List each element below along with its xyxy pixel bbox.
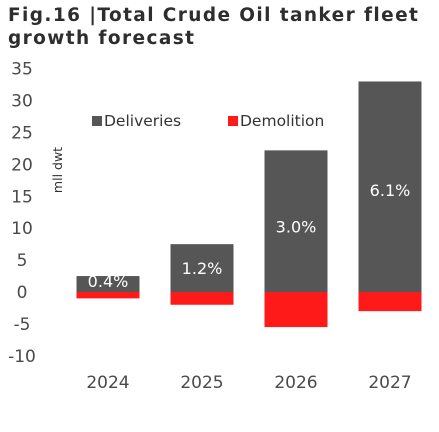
y-tick-label: 5 [17,251,28,271]
legend-label-demolition: Demolition [240,112,324,130]
bar-deliveries-2024 [76,276,140,292]
legend-swatch-demolition [228,116,238,126]
x-tick-label: 2027 [368,373,411,393]
bar-deliveries-2027 [358,81,422,293]
bars [76,81,422,328]
y-tick-label: 10 [11,219,33,239]
bar-demolition-2027 [358,292,422,312]
y-tick-label: 25 [11,124,33,144]
x-tick-label: 2024 [86,373,129,393]
y-tick-label: -5 [14,315,31,335]
bar-data-label: 6.1% [370,181,411,200]
bar-deliveries-2025 [170,244,234,292]
bar-data-label: 0.4% [88,272,129,291]
x-tick-label: 2026 [274,373,317,393]
legend: Deliveries Demolition [92,112,324,130]
y-tick-label: 20 [11,155,33,175]
y-axis-label: mll dwt [50,147,65,193]
legend-swatch-deliveries [92,116,102,126]
x-axis-ticks: 2024 2025 2026 2027 [86,373,411,393]
chart-title-line-1: Fig.16 |Total Crude Oil tanker fleet [8,5,420,26]
y-tick-label: 0 [17,283,28,303]
y-tick-label: -10 [8,347,36,367]
bar-data-label: 1.2% [182,259,223,278]
x-tick-label: 2025 [180,373,223,393]
bar-demolition-2025 [170,292,234,305]
legend-label-deliveries: Deliveries [104,112,181,130]
chart-title-line-2: growth forecast [8,28,196,49]
y-tick-label: 30 [11,92,33,112]
y-axis-ticks: -10 -5 0 5 10 15 20 25 30 35 [8,60,36,367]
bar-labels: 0.4% 1.2% 3.0% 6.1% [88,181,411,291]
chart-title: Fig.16 |Total Crude Oil tanker fleet gro… [8,4,433,50]
bar-deliveries-2026 [264,150,328,292]
bar-data-label: 3.0% [276,217,317,236]
y-tick-label: 35 [11,60,33,80]
bar-demolition-2026 [264,292,328,328]
bar-demolition-2024 [76,292,140,299]
y-tick-label: 15 [11,187,33,207]
